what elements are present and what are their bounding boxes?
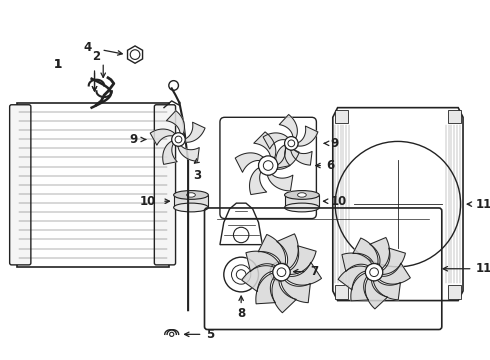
Polygon shape	[370, 238, 390, 269]
Polygon shape	[277, 234, 298, 269]
Polygon shape	[379, 263, 410, 284]
Polygon shape	[268, 174, 293, 191]
FancyBboxPatch shape	[154, 105, 175, 265]
Polygon shape	[342, 253, 372, 271]
Ellipse shape	[285, 190, 319, 199]
Polygon shape	[297, 126, 318, 146]
Text: 10: 10	[140, 195, 156, 208]
Text: 5: 5	[206, 328, 215, 341]
Circle shape	[259, 156, 278, 175]
Polygon shape	[178, 146, 199, 161]
Text: 10: 10	[331, 195, 347, 208]
Text: 4: 4	[83, 41, 92, 54]
Ellipse shape	[173, 203, 208, 212]
FancyBboxPatch shape	[10, 105, 31, 265]
Bar	[335, 109, 348, 123]
Bar	[335, 285, 348, 299]
Polygon shape	[242, 266, 274, 292]
Polygon shape	[150, 129, 175, 145]
Polygon shape	[338, 266, 367, 290]
Text: 3: 3	[194, 169, 202, 182]
Polygon shape	[353, 238, 378, 264]
Text: 7: 7	[311, 265, 319, 278]
Polygon shape	[163, 141, 177, 165]
Polygon shape	[277, 145, 299, 169]
Polygon shape	[167, 111, 185, 134]
Polygon shape	[279, 114, 297, 138]
Polygon shape	[263, 133, 288, 149]
Polygon shape	[246, 251, 279, 271]
Polygon shape	[256, 273, 275, 304]
Circle shape	[172, 133, 185, 146]
Ellipse shape	[285, 203, 319, 212]
Polygon shape	[272, 278, 296, 313]
Text: 11: 11	[476, 262, 490, 275]
Polygon shape	[258, 234, 286, 264]
Text: 1: 1	[54, 58, 62, 71]
Bar	[447, 109, 461, 123]
Polygon shape	[287, 262, 321, 285]
Polygon shape	[351, 273, 368, 301]
Bar	[447, 285, 461, 299]
Bar	[173, 195, 208, 207]
Polygon shape	[373, 280, 400, 300]
Polygon shape	[383, 248, 405, 274]
Polygon shape	[254, 132, 276, 158]
Ellipse shape	[187, 193, 196, 197]
Ellipse shape	[297, 193, 306, 197]
Circle shape	[366, 264, 383, 281]
Polygon shape	[281, 280, 310, 303]
Circle shape	[273, 264, 290, 281]
Text: 9: 9	[130, 133, 138, 146]
Polygon shape	[365, 278, 388, 309]
Bar	[285, 195, 319, 207]
Circle shape	[285, 136, 298, 150]
Text: 11: 11	[476, 198, 490, 211]
Polygon shape	[185, 122, 205, 142]
Polygon shape	[235, 153, 263, 172]
Text: 2: 2	[93, 50, 100, 63]
Polygon shape	[249, 168, 267, 194]
Polygon shape	[275, 145, 290, 168]
Text: 1: 1	[54, 58, 62, 71]
Polygon shape	[291, 149, 312, 165]
Ellipse shape	[173, 190, 208, 199]
Text: 6: 6	[326, 159, 334, 172]
Text: 8: 8	[237, 307, 245, 320]
Polygon shape	[290, 246, 316, 274]
Text: 9: 9	[331, 137, 339, 150]
